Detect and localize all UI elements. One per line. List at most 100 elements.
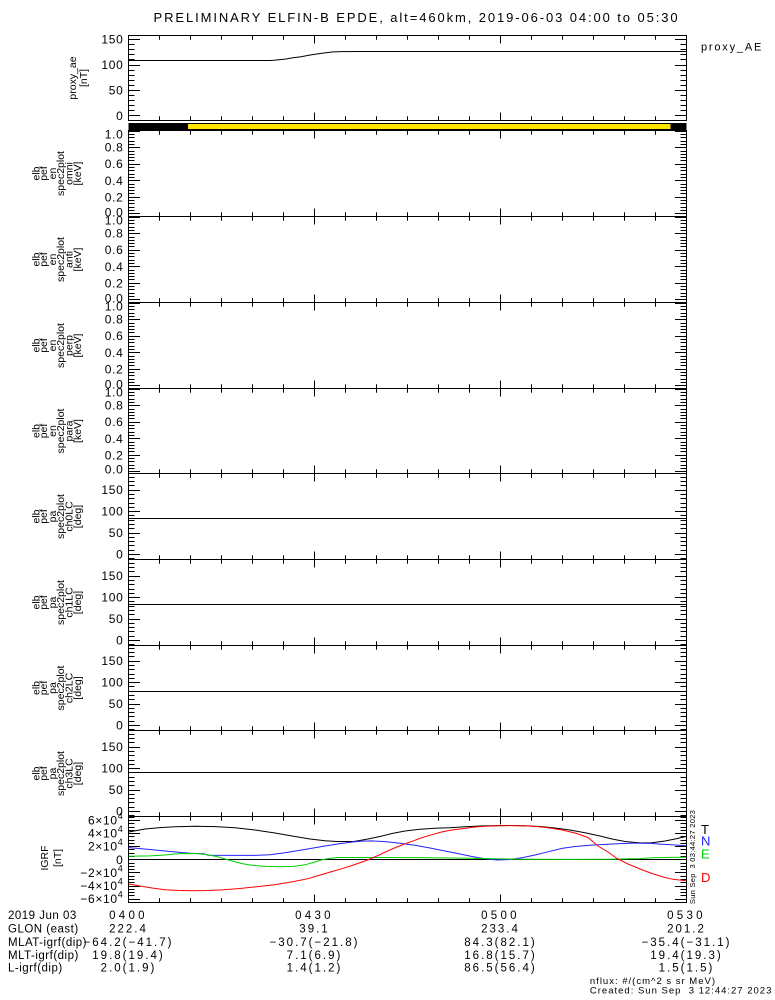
svg-text:elb: elb xyxy=(30,338,42,352)
svg-text:PRELIMINARY ELFIN-B EPDE, alt=: PRELIMINARY ELFIN-B EPDE, alt=460km, 201… xyxy=(154,10,680,25)
svg-text:perp: perp xyxy=(63,335,75,356)
svg-text:0.6: 0.6 xyxy=(105,243,124,257)
svg-text:E: E xyxy=(701,847,710,862)
svg-text:pef: pef xyxy=(38,509,50,524)
svg-text:[nT]: [nT] xyxy=(52,849,64,867)
svg-text:T: T xyxy=(701,822,709,837)
svg-text:6×104: 6×104 xyxy=(88,811,124,828)
svg-text:0500: 0500 xyxy=(481,910,520,922)
svg-text:0: 0 xyxy=(116,719,123,733)
svg-text:0: 0 xyxy=(116,853,123,867)
svg-text:0.2: 0.2 xyxy=(105,276,124,290)
svg-text:233.4: 233.4 xyxy=(481,924,520,936)
svg-text:[keV]: [keV] xyxy=(72,247,84,271)
svg-text:elb: elb xyxy=(30,509,42,523)
svg-text:19.8(19.4): 19.8(19.4) xyxy=(92,950,164,962)
svg-text:0.0: 0.0 xyxy=(105,463,124,477)
svg-text:0.6: 0.6 xyxy=(105,157,124,171)
svg-text:0530: 0530 xyxy=(667,910,706,922)
svg-text:[deg]: [deg] xyxy=(72,762,84,785)
svg-text:spec2plot: spec2plot xyxy=(55,580,67,625)
svg-text:0430: 0430 xyxy=(295,910,334,922)
svg-text:−35.4(−31.1): −35.4(−31.1) xyxy=(642,937,732,949)
svg-text:150: 150 xyxy=(101,483,123,497)
svg-text:4×104: 4×104 xyxy=(88,824,124,841)
svg-text:100: 100 xyxy=(101,676,123,690)
svg-text:39.1: 39.1 xyxy=(299,924,329,936)
svg-text:elb: elb xyxy=(30,252,42,266)
svg-text:16.8(15.7): 16.8(15.7) xyxy=(464,950,536,962)
svg-text:pa: pa xyxy=(47,768,59,780)
svg-text:pa: pa xyxy=(47,511,59,523)
svg-text:50: 50 xyxy=(109,526,124,540)
svg-text:0.0: 0.0 xyxy=(105,378,124,392)
svg-text:0.4: 0.4 xyxy=(105,260,124,274)
svg-text:1.0: 1.0 xyxy=(105,213,124,227)
svg-text:pef: pef xyxy=(38,166,50,181)
svg-text:ch3LC: ch3LC xyxy=(63,758,75,789)
svg-text:−64.2(−41.7): −64.2(−41.7) xyxy=(84,937,174,949)
svg-text:elb: elb xyxy=(30,595,42,609)
svg-text:0.0: 0.0 xyxy=(105,206,124,220)
svg-text:spec2plot: spec2plot xyxy=(55,237,67,282)
svg-text:[deg]: [deg] xyxy=(72,591,84,614)
svg-text:spec2plot: spec2plot xyxy=(55,408,67,453)
svg-text:50: 50 xyxy=(109,783,124,797)
svg-text:2×104: 2×104 xyxy=(88,837,124,854)
svg-text:[deg]: [deg] xyxy=(72,676,84,699)
svg-text:100: 100 xyxy=(101,591,123,605)
svg-text:nflux: #/(cm^2 s sr MeV): nflux: #/(cm^2 s sr MeV) xyxy=(590,976,716,987)
svg-text:spec2plot: spec2plot xyxy=(55,751,67,796)
svg-text:spec2plot: spec2plot xyxy=(55,494,67,539)
svg-text:GLON (east): GLON (east) xyxy=(8,924,79,936)
svg-text:spec2plot: spec2plot xyxy=(55,323,67,368)
svg-text:pef: pef xyxy=(38,424,50,439)
svg-text:50: 50 xyxy=(109,697,124,711)
svg-text:0.8: 0.8 xyxy=(105,313,124,327)
svg-text:ch2LC: ch2LC xyxy=(63,672,75,703)
svg-text:[keV]: [keV] xyxy=(72,161,84,185)
svg-text:50: 50 xyxy=(109,84,124,98)
svg-text:0.2: 0.2 xyxy=(105,362,124,376)
svg-text:elb: elb xyxy=(30,424,42,438)
svg-text:ch0LC: ch0LC xyxy=(63,501,75,532)
svg-text:[deg]: [deg] xyxy=(72,505,84,528)
svg-text:pa: pa xyxy=(47,682,59,694)
svg-text:Sun Sep 3 03:44:27 2023: Sun Sep 3 03:44:27 2023 xyxy=(688,810,697,904)
svg-text:MLAT-igrf(dip): MLAT-igrf(dip) xyxy=(8,937,87,949)
svg-text:222.4: 222.4 xyxy=(109,924,148,936)
svg-text:0.0: 0.0 xyxy=(105,292,124,306)
svg-text:−6×104: −6×104 xyxy=(80,890,123,907)
svg-text:150: 150 xyxy=(101,740,123,754)
svg-text:0: 0 xyxy=(116,805,123,819)
svg-text:para: para xyxy=(63,420,75,441)
svg-text:0: 0 xyxy=(116,109,123,123)
svg-text:D: D xyxy=(701,870,710,885)
svg-text:100: 100 xyxy=(101,505,123,519)
svg-text:0.4: 0.4 xyxy=(105,174,124,188)
svg-text:[keV]: [keV] xyxy=(72,419,84,443)
svg-text:pef: pef xyxy=(38,681,50,696)
svg-text:2019 Jun 03: 2019 Jun 03 xyxy=(8,910,77,922)
svg-text:spec2plot: spec2plot xyxy=(55,665,67,710)
svg-text:[nT]: [nT] xyxy=(78,69,90,87)
svg-text:1.0: 1.0 xyxy=(105,299,124,313)
svg-text:L-igrf(dip): L-igrf(dip) xyxy=(8,963,63,975)
svg-text:1.0: 1.0 xyxy=(105,385,124,399)
svg-text:0400: 0400 xyxy=(109,910,148,922)
svg-text:elb: elb xyxy=(30,166,42,180)
svg-text:0.4: 0.4 xyxy=(105,346,124,360)
svg-text:84.3(82.1): 84.3(82.1) xyxy=(464,937,536,949)
svg-text:MLT-igrf(dip): MLT-igrf(dip) xyxy=(8,950,79,962)
svg-text:7.1(6.9): 7.1(6.9) xyxy=(287,950,343,962)
svg-text:100: 100 xyxy=(101,762,123,776)
svg-text:86.5(56.4): 86.5(56.4) xyxy=(464,963,536,975)
svg-text:proxy_ae: proxy_ae xyxy=(67,56,79,99)
svg-text:anti: anti xyxy=(63,251,75,268)
svg-text:0.6: 0.6 xyxy=(105,329,124,343)
svg-text:−4×104: −4×104 xyxy=(80,877,123,894)
svg-text:2.0(1.9): 2.0(1.9) xyxy=(101,963,157,975)
svg-text:201.2: 201.2 xyxy=(667,924,706,936)
svg-text:proxy_AE: proxy_AE xyxy=(701,42,763,54)
svg-text:0.8: 0.8 xyxy=(105,399,124,413)
